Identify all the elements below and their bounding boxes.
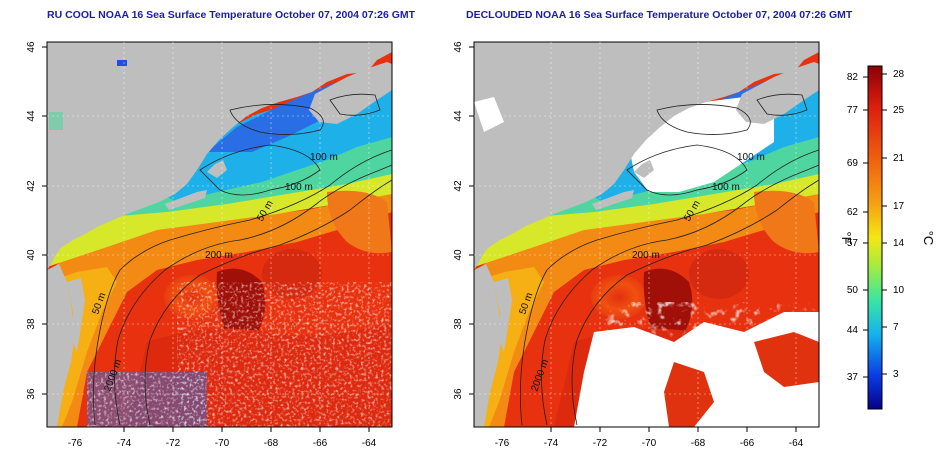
lon-66: -66 [313,438,328,449]
c-tick-14: 14 [893,238,905,249]
lat-38: 38 [26,318,37,330]
c-tick-25: 25 [893,105,905,116]
lat-40-r: 40 [453,249,464,261]
lon-labels: -76 -74 -72 -70 -68 -66 -64 -76 -74 -72 … [68,438,804,449]
label-100m-b-r: 100 m [712,182,740,193]
colorbar: 82 77 69 62 57 50 44 37 28 25 21 17 14 1… [839,65,936,410]
lon-74: -74 [117,438,132,449]
axis-ticks [42,46,797,432]
lon-70-r: -70 [642,438,657,449]
lat-46-r: 46 [453,41,464,53]
left-map-title: RU COOL NOAA 16 Sea Surface Temperature … [47,9,416,21]
label-100m-a: 100 m [310,152,338,163]
f-tick-50: 50 [847,285,859,296]
f-tick-62: 62 [847,207,859,218]
lon-66-r: -66 [740,438,755,449]
fahrenheit-unit: °F [839,231,854,244]
lat-42: 42 [26,180,37,192]
f-tick-77: 77 [847,105,859,116]
lat-46: 46 [26,41,37,53]
bathymetry-contours [92,93,820,426]
left-map [47,42,392,427]
lon-76: -76 [68,438,83,449]
right-map-title: DECLOUDED NOAA 16 Sea Surface Temperatur… [466,9,853,21]
lat-38-r: 38 [453,318,464,330]
lat-42-r: 42 [453,180,464,192]
lat-36: 36 [26,388,37,400]
celsius-unit: °C [921,231,936,246]
f-tick-57: 57 [847,238,859,249]
c-tick-28: 28 [893,69,905,80]
lon-74-r: -74 [544,438,559,449]
lat-44: 44 [26,110,37,122]
lat-44-r: 44 [453,110,464,122]
c-tick-21: 21 [893,153,905,164]
lon-70: -70 [215,438,230,449]
label-200m: 200 m [205,250,233,261]
label-100m-a-r: 100 m [737,152,765,163]
lon-68: -68 [264,438,279,449]
right-map-frame [473,41,820,428]
label-100m-b: 100 m [285,182,313,193]
lon-76-r: -76 [495,438,510,449]
c-tick-7: 7 [893,322,899,333]
right-map [474,42,819,427]
lon-72-r: -72 [593,438,608,449]
left-map-frame [46,41,393,428]
graticule [47,42,819,427]
lon-72: -72 [166,438,181,449]
colorbar-scale [867,65,883,410]
lon-64-r: -64 [789,438,804,449]
lat-36-r: 36 [453,388,464,400]
f-tick-37: 37 [847,372,859,383]
c-tick-3: 3 [893,369,899,380]
label-200m-r: 200 m [632,250,660,261]
lon-64: -64 [362,438,377,449]
lat-40: 40 [26,249,37,261]
f-tick-44: 44 [847,325,859,336]
lon-68-r: -68 [691,438,706,449]
lat-labels: 46 44 42 40 38 36 46 44 42 40 38 36 [26,41,464,400]
f-tick-69: 69 [847,158,859,169]
c-tick-17: 17 [893,201,905,212]
c-tick-10: 10 [893,285,905,296]
f-tick-82: 82 [847,72,859,83]
